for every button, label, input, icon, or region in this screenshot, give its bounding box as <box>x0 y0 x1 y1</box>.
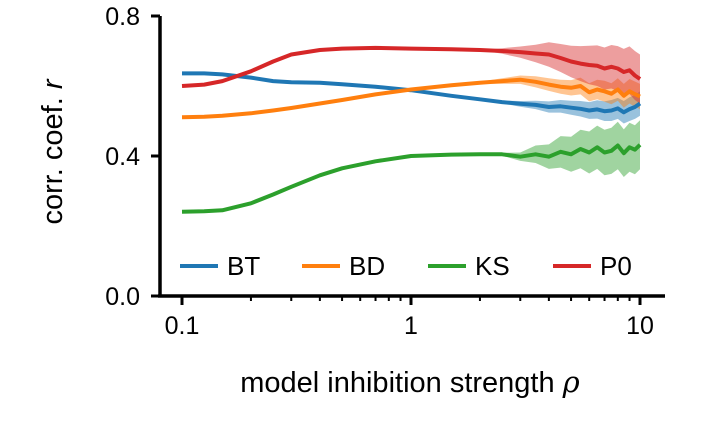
legend-label-ks: KS <box>475 251 510 281</box>
y-axis-symbol: r <box>37 78 69 89</box>
y-tick-label: 0.8 <box>105 3 140 31</box>
legend: BT BD KS P0 <box>180 251 632 281</box>
band-ks <box>182 120 640 212</box>
x-tick-label: 1 <box>404 312 418 340</box>
x-axis-label: model inhibition strength ρ <box>240 365 579 399</box>
legend-label-bd: BD <box>349 251 385 281</box>
x-tick-label: 10 <box>626 312 654 340</box>
x-axis-symbol: ρ <box>562 365 580 399</box>
band-p0 <box>182 42 640 104</box>
x-tick-label: 0.1 <box>165 312 200 340</box>
confidence-bands <box>182 42 640 212</box>
series-line-p0 <box>181 45 642 88</box>
legend-label-p0: P0 <box>600 251 632 281</box>
series-line-bd <box>181 77 641 120</box>
band-bt <box>182 73 640 124</box>
series-line-bt <box>182 71 642 115</box>
y-axis-label: corr. coef. r <box>37 78 69 224</box>
series-lines <box>181 45 642 214</box>
legend-label-bt: BT <box>227 251 260 281</box>
ticks: 0.0 0.4 0.8 0.1 1 10 <box>105 3 654 340</box>
y-tick-label: 0.4 <box>105 143 140 171</box>
y-tick-label: 0.0 <box>105 283 140 311</box>
series-line-ks <box>181 143 642 214</box>
